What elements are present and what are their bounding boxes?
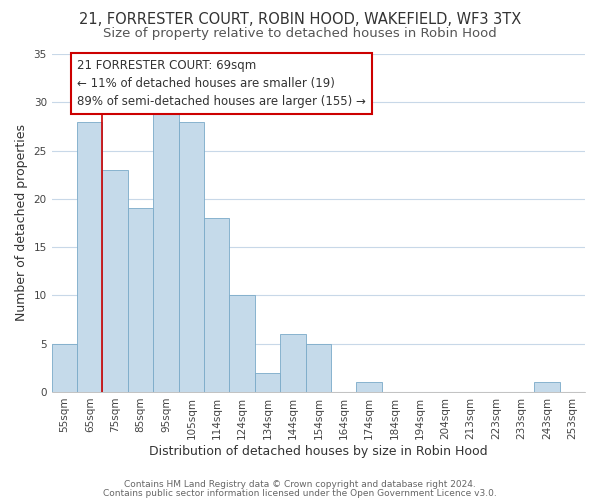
Text: 21, FORRESTER COURT, ROBIN HOOD, WAKEFIELD, WF3 3TX: 21, FORRESTER COURT, ROBIN HOOD, WAKEFIE… [79,12,521,28]
Bar [534,382,560,392]
Text: 21 FORRESTER COURT: 69sqm
← 11% of detached houses are smaller (19)
89% of semi-: 21 FORRESTER COURT: 69sqm ← 11% of detac… [77,59,366,108]
Bar [153,112,179,392]
Bar [128,208,153,392]
Bar [255,372,280,392]
Bar [280,334,305,392]
X-axis label: Distribution of detached houses by size in Robin Hood: Distribution of detached houses by size … [149,444,488,458]
Bar [179,122,204,392]
Text: Contains public sector information licensed under the Open Government Licence v3: Contains public sector information licen… [103,488,497,498]
Bar [52,344,77,392]
Bar [103,170,128,392]
Bar [305,344,331,392]
Bar [229,296,255,392]
Y-axis label: Number of detached properties: Number of detached properties [15,124,28,322]
Text: Size of property relative to detached houses in Robin Hood: Size of property relative to detached ho… [103,28,497,40]
Bar [356,382,382,392]
Bar [204,218,229,392]
Bar [77,122,103,392]
Text: Contains HM Land Registry data © Crown copyright and database right 2024.: Contains HM Land Registry data © Crown c… [124,480,476,489]
